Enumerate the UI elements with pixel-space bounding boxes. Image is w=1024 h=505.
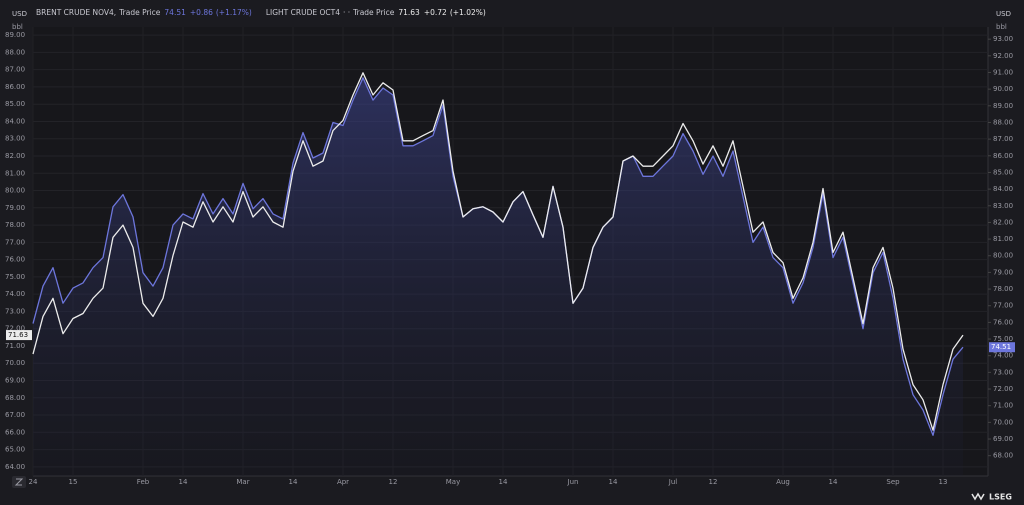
y-tick-label: 66.00 <box>5 428 25 436</box>
y-unit-sub: bbl <box>12 23 23 31</box>
y-tick-label: 72.00 <box>5 325 25 333</box>
x-tick-label: 14 <box>609 478 618 486</box>
x-tick-label: Feb <box>137 478 150 486</box>
series-qualifier: , <box>114 8 116 17</box>
y2-tick-label: 75.00 <box>993 335 1013 343</box>
y2-tick-label: 78.00 <box>993 285 1013 293</box>
y2-tick-label: 92.00 <box>993 52 1013 60</box>
series-change: +0.86 <box>190 8 213 17</box>
x-tick-label: 14 <box>289 478 298 486</box>
y2-tick-label: 71.00 <box>993 402 1013 410</box>
y2-tick-label: 68.00 <box>993 452 1013 460</box>
y2-tick-label: 88.00 <box>993 118 1013 126</box>
last-price-badge <box>989 342 1015 353</box>
y-tick-label: 70.00 <box>5 359 25 367</box>
y-tick-label: 81.00 <box>5 169 25 177</box>
y2-tick-label: 69.00 <box>993 435 1013 443</box>
y2-tick-label: 74.00 <box>993 352 1013 360</box>
series-change-pct: (+1.02%) <box>450 8 486 17</box>
x-tick-label: Sep <box>886 478 900 486</box>
x-tick-label: Apr <box>337 478 349 486</box>
y2-tick-label: 77.00 <box>993 302 1013 310</box>
y2-tick-label: 73.00 <box>993 368 1013 376</box>
series-qualifier: · · <box>343 8 350 17</box>
brand: LSEG <box>989 493 1012 502</box>
zoom-icon <box>14 478 24 486</box>
marks <box>32 72 964 477</box>
y2-tick-label: 84.00 <box>993 185 1013 193</box>
y2-tick-label: 87.00 <box>993 135 1013 143</box>
y2-tick-label: 76.00 <box>993 318 1013 326</box>
y2-tick-label: 72.00 <box>993 385 1013 393</box>
series-field: Trade Price <box>118 8 161 17</box>
x-tick-label: 14 <box>179 478 188 486</box>
line <box>32 72 964 431</box>
labels: 64.00 65.00 66.00 67.00 68.00 69.00 70.00 71.00… <box>5 31 1015 486</box>
x-tick-label: May <box>446 478 460 486</box>
y2-tick-label: 70.00 <box>993 418 1013 426</box>
series-last: 74.51 <box>164 8 186 17</box>
series-change: +0.72 <box>424 8 447 17</box>
legend: BRENT CRUDE NOV4, Trade Price 74.51 +0.86 (+… <box>36 8 486 17</box>
y-tick-label: 67.00 <box>5 411 25 419</box>
series-change-pct: (+1.17%) <box>216 8 252 17</box>
y-tick-label: 73.00 <box>5 307 25 315</box>
y-tick-label: 64.00 <box>5 463 25 471</box>
y2-unit: USD <box>996 10 1011 18</box>
y-tick-label: 85.00 <box>5 100 25 108</box>
x-tick-label: 12 <box>389 478 398 486</box>
y-tick-label: 76.00 <box>5 256 25 264</box>
y-tick-label: 65.00 <box>5 446 25 454</box>
y-tick-label: 71.00 <box>5 342 25 350</box>
x-tick-label: 24 <box>29 478 38 486</box>
y-tick-label: 75.00 <box>5 273 25 281</box>
series-name: BRENT CRUDE NOV4 <box>36 8 114 17</box>
series-last: 71.63 <box>398 8 420 17</box>
y2-tick-label: 81.00 <box>993 235 1013 243</box>
y-unit: USD <box>12 10 27 18</box>
y-tick-label: 69.00 <box>5 377 25 385</box>
x-tick-label: Jun <box>567 478 579 486</box>
y2-tick-label: 86.00 <box>993 152 1013 160</box>
y-tick-label: 82.00 <box>5 152 25 160</box>
series-field: Trade Price <box>352 8 395 17</box>
y-tick-label: 86.00 <box>5 83 25 91</box>
y2-tick-label: 89.00 <box>993 102 1013 110</box>
y2-tick-label: 83.00 <box>993 202 1013 210</box>
x-tick-label: Mar <box>236 478 249 486</box>
y-tick-label: 74.00 <box>5 290 25 298</box>
y-tick-label: 68.00 <box>5 394 25 402</box>
x-tick-label: 14 <box>829 478 838 486</box>
y-tick-label: 80.00 <box>5 187 25 195</box>
brand-logo <box>971 492 985 501</box>
y2-tick-label: 79.00 <box>993 268 1013 276</box>
x-tick-label: Jul <box>668 478 678 486</box>
y2-unit-sub: bbl <box>996 23 1007 31</box>
area <box>33 77 963 477</box>
y-tick-label: 79.00 <box>5 204 25 212</box>
y2-tick-label: 93.00 <box>993 35 1013 43</box>
x-tick-label: 13 <box>939 478 948 486</box>
y-tick-label: 77.00 <box>5 238 25 246</box>
x-tick-label: Aug <box>776 478 790 486</box>
y-tick-label: 88.00 <box>5 48 25 56</box>
y2-tick-label: 82.00 <box>993 218 1013 226</box>
y-tick-label: 87.00 <box>5 66 25 74</box>
series-name: LIGHT CRUDE OCT4 <box>266 8 340 17</box>
x-tick-label: 14 <box>499 478 508 486</box>
y2-tick-label: 90.00 <box>993 85 1013 93</box>
last-price-label: 74.51 <box>991 343 1011 351</box>
y-tick-label: 84.00 <box>5 117 25 125</box>
y-tick-label: 78.00 <box>5 221 25 229</box>
y2-tick-label: 80.00 <box>993 252 1013 260</box>
x-tick-label: 15 <box>69 478 78 486</box>
y-tick-label: 89.00 <box>5 31 25 39</box>
x-tick-label: 12 <box>709 478 718 486</box>
last-price-label: 71.63 <box>8 331 28 339</box>
last-price-badge <box>6 330 32 341</box>
y2-tick-label: 91.00 <box>993 68 1013 76</box>
y-tick-label: 83.00 <box>5 135 25 143</box>
y2-tick-label: 85.00 <box>993 168 1013 176</box>
